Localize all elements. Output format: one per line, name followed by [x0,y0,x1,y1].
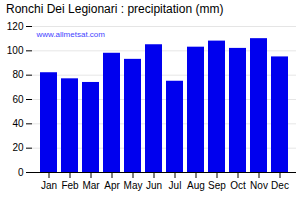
svg-text:Apr: Apr [104,180,120,191]
html-text:Ronchi Dei Legionari : precipi: Ronchi Dei Legionari : precipitation (mm… [6,2,224,16]
svg-text:May: May [124,180,143,191]
svg-text:20: 20 [12,142,24,153]
svg-text:Dec: Dec [271,180,289,191]
svg-text:0: 0 [18,167,24,178]
svg-text:Aug: Aug [187,180,205,191]
svg-text:80: 80 [12,69,24,80]
svg-text:Oct: Oct [230,180,246,191]
svg-text:Jul: Jul [169,180,182,191]
svg-text:100: 100 [7,45,24,56]
svg-text:Jan: Jan [41,180,57,191]
svg-text:Sep: Sep [208,180,226,191]
svg-text:120: 120 [7,21,24,32]
svg-text:Jun: Jun [146,180,162,191]
svg-text:www.allmetsat.com: www.allmetsat.com [36,30,106,39]
svg-text:Nov: Nov [250,180,268,191]
svg-text:Feb: Feb [61,180,79,191]
svg-text:Mar: Mar [82,180,100,191]
svg-text:60: 60 [12,94,24,105]
svg-text:40: 40 [12,118,24,129]
